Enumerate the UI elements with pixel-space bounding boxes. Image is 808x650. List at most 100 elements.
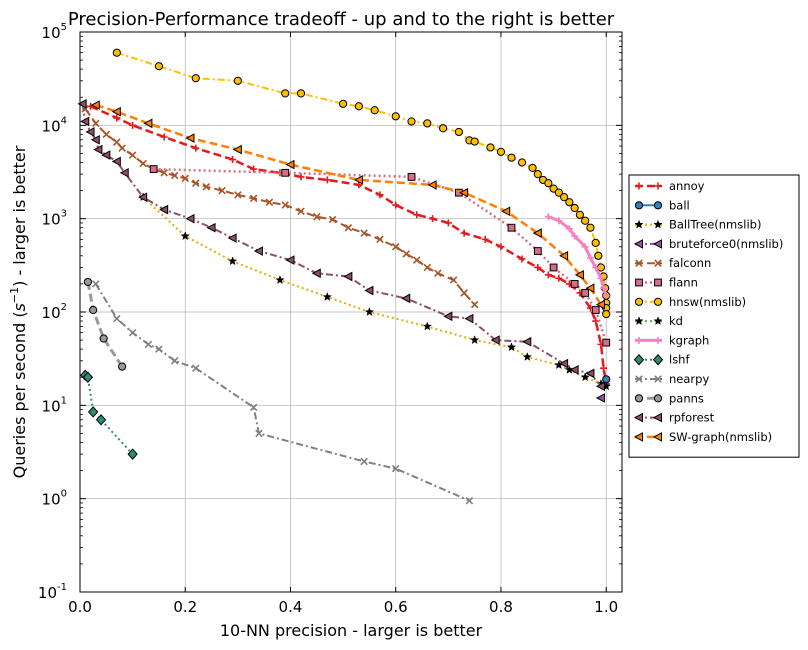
data-point-hnsw-nmslib <box>407 117 416 126</box>
legend-item-lshf: lshf <box>633 353 690 367</box>
data-point-kgraph <box>544 213 552 221</box>
data-point-annoy <box>113 114 121 122</box>
legend-marker-flann <box>654 278 662 287</box>
data-point-hnsw-nmslib <box>544 179 553 188</box>
data-point-falconn <box>344 223 353 232</box>
data-point-balltree-nmslib <box>275 275 285 285</box>
data-point-hnsw-nmslib <box>112 48 121 57</box>
legend-item-ball: ball <box>634 198 690 212</box>
data-point-rpforest <box>401 293 411 304</box>
series-sw-graph-nmslib <box>90 100 605 310</box>
data-point-hnsw-nmslib <box>517 158 527 167</box>
data-point-falconn <box>118 144 126 152</box>
data-point-annoy <box>297 173 305 181</box>
legend-label-kd: kd <box>669 314 683 328</box>
x-tick-label: 0.4 <box>279 598 303 616</box>
data-point-kgraph <box>602 292 610 300</box>
data-point-rpforest <box>93 144 103 155</box>
legend-marker-hnsw-nmslib <box>653 297 663 306</box>
data-point-hnsw-nmslib <box>575 210 585 219</box>
data-point-annoy <box>555 274 563 282</box>
legend-marker-lshf <box>633 353 645 366</box>
data-point-nearpy <box>360 457 368 466</box>
data-point-annoy <box>229 156 237 164</box>
data-point-kgraph <box>600 284 608 292</box>
data-point-nearpy <box>128 328 137 337</box>
data-point-falconn <box>423 263 432 272</box>
legend-label-falconn: falconn <box>669 256 711 270</box>
y-axis-title-unit: s <box>10 303 29 311</box>
data-point-annoy <box>497 243 505 251</box>
data-point-falconn <box>460 289 468 297</box>
data-point-hnsw-nmslib <box>533 170 542 179</box>
data-point-sw-graph-nmslib <box>285 159 295 170</box>
data-point-nearpy <box>192 364 200 372</box>
y-tick-label: 100 <box>42 489 67 509</box>
legend-marker-kgraph <box>654 336 662 344</box>
data-point-nearpy <box>170 357 179 365</box>
data-point-hnsw-nmslib <box>281 89 290 98</box>
legend-item-annoy: annoy <box>635 179 705 193</box>
data-point-hnsw-nmslib <box>470 137 479 146</box>
legend-item-falconn: falconn <box>635 256 711 270</box>
legend-item-bruteforce0-nmslib: bruteforce0(nmslib) <box>633 237 783 251</box>
data-point-falconn <box>449 276 458 284</box>
legend: annoy ball BallTree(nmslib) bruteforce0(nms… <box>628 174 800 458</box>
series-bruteforce0-nmslib <box>595 393 605 403</box>
data-point-nearpy <box>465 496 474 505</box>
legend-label-sw-graph-nmslib: SW-graph(nmslib) <box>669 430 772 444</box>
x-tick-label: 0.6 <box>384 598 408 616</box>
grid <box>80 32 622 592</box>
legend-label-kgraph: kgraph <box>669 333 709 347</box>
data-point-falconn <box>102 130 111 139</box>
data-point-rpforest <box>559 358 569 369</box>
legend-marker-sw-graph-nmslib <box>652 432 662 442</box>
data-point-balltree-nmslib <box>522 352 532 361</box>
data-point-hnsw-nmslib <box>565 198 574 207</box>
legend-marker-panns <box>653 394 663 403</box>
data-point-sw-graph-nmslib <box>111 106 121 117</box>
data-point-kgraph <box>581 243 589 251</box>
data-point-hnsw-nmslib <box>602 309 611 319</box>
data-point-rpforest <box>311 268 321 279</box>
data-point-sw-graph-nmslib <box>143 118 153 129</box>
data-point-rpforest <box>490 335 500 345</box>
legend-item-panns: panns <box>634 391 704 405</box>
legend-marker-flann <box>635 278 643 287</box>
data-point-panns <box>89 305 98 315</box>
x-tick-label: 1.0 <box>594 598 618 616</box>
data-point-rpforest <box>443 311 453 322</box>
data-point-annoy <box>444 219 452 227</box>
legend-marker-rpforest <box>652 412 662 423</box>
data-point-flann <box>591 306 600 314</box>
data-point-rpforest <box>119 167 129 178</box>
data-point-rpforest <box>595 381 605 392</box>
data-point-hnsw-nmslib <box>528 163 537 172</box>
series-flann <box>149 165 611 347</box>
data-point-balltree-nmslib <box>470 335 480 345</box>
plot-series <box>77 48 611 505</box>
legend-marker-sw-graph-nmslib <box>633 432 643 442</box>
data-point-annoy <box>481 235 489 243</box>
data-point-falconn <box>413 256 421 264</box>
data-point-hnsw-nmslib <box>581 216 590 225</box>
y-axis-title: Queries per second (s−1) - larger is bet… <box>8 145 29 478</box>
data-point-falconn <box>470 300 479 309</box>
series-line-nearpy <box>94 283 470 502</box>
y-axis-title-suffix: ) - larger is better <box>10 145 29 287</box>
data-point-rpforest <box>569 365 579 375</box>
data-point-falconn <box>192 179 200 187</box>
legend-label-lshf: lshf <box>669 353 690 367</box>
data-point-balltree-nmslib <box>506 342 517 352</box>
data-point-hnsw-nmslib <box>591 238 600 247</box>
data-point-rpforest <box>343 271 353 282</box>
data-point-hnsw-nmslib <box>423 119 432 128</box>
legend-label-flann: flann <box>669 276 698 290</box>
data-point-falconn <box>249 194 258 203</box>
data-point-flann <box>570 280 579 288</box>
x-tick-label: 0.8 <box>489 598 513 616</box>
data-point-balltree-nmslib <box>322 292 332 301</box>
data-point-sw-graph-nmslib <box>532 228 542 238</box>
data-point-hnsw-nmslib <box>560 193 569 202</box>
data-point-annoy <box>600 364 608 372</box>
